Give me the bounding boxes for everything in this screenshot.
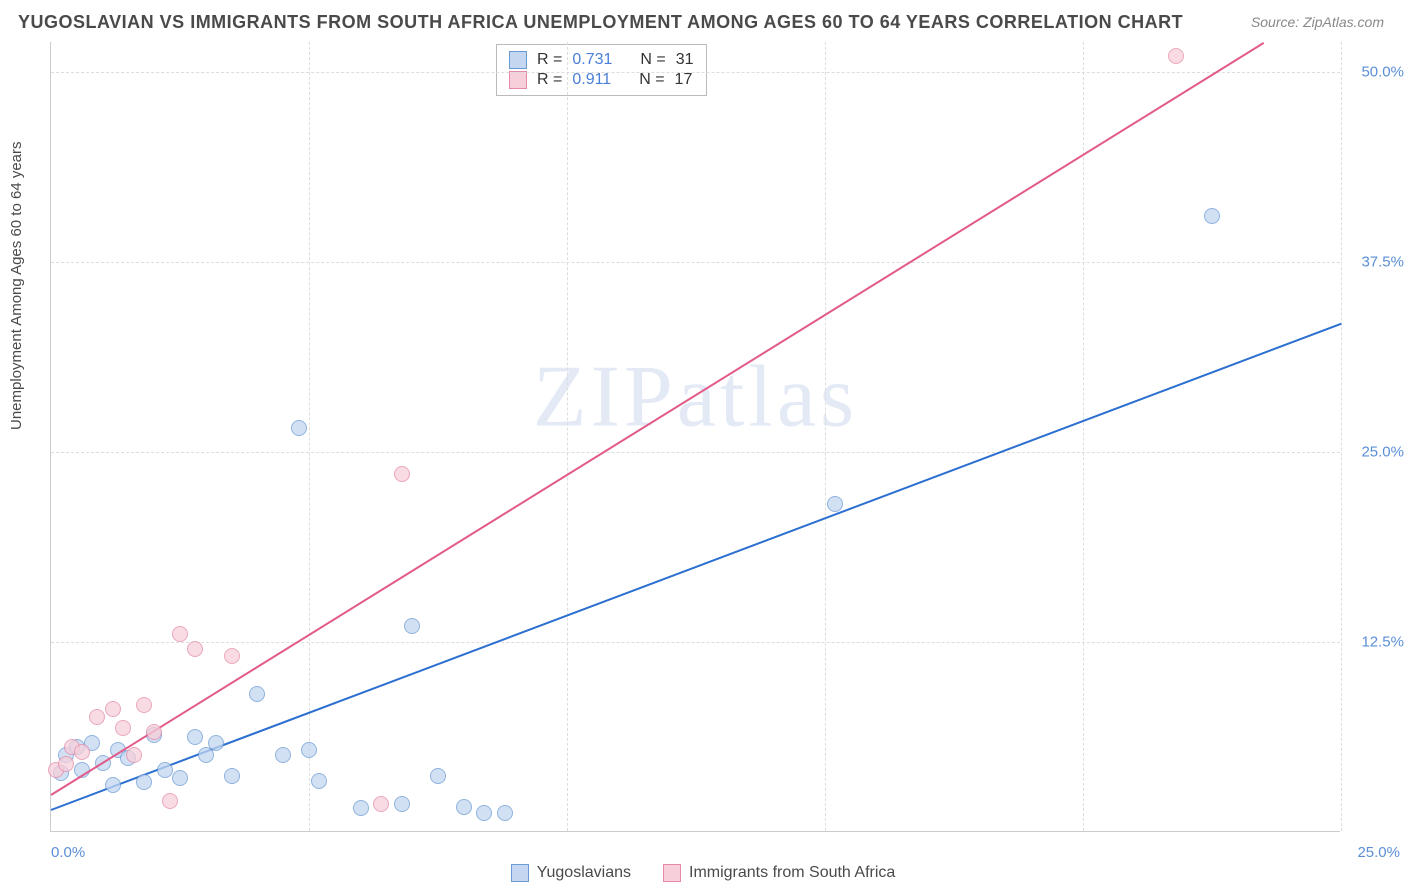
scatter-point-series-0 (827, 496, 843, 512)
scatter-point-series-0 (157, 762, 173, 778)
scatter-point-series-0 (456, 799, 472, 815)
scatter-point-series-1 (74, 744, 90, 760)
scatter-point-series-0 (353, 800, 369, 816)
scatter-point-series-0 (249, 686, 265, 702)
r-label-0: R = (537, 51, 562, 69)
gridline-h (51, 72, 1340, 73)
r-value-0: 0.731 (572, 51, 612, 69)
scatter-point-series-0 (275, 747, 291, 763)
scatter-point-series-1 (187, 641, 203, 657)
scatter-point-series-0 (136, 774, 152, 790)
scatter-point-series-1 (58, 756, 74, 772)
gridline-h (51, 262, 1340, 263)
watermark-atlas: atlas (677, 349, 858, 446)
scatter-point-series-0 (430, 768, 446, 784)
gridline-v (825, 42, 826, 831)
n-value-1: 17 (675, 71, 693, 89)
scatter-point-series-1 (373, 796, 389, 812)
x-tick-label-right: 25.0% (1357, 844, 1400, 861)
watermark-zip: ZIP (533, 349, 677, 446)
legend-swatch-0 (511, 864, 529, 882)
r-value-1: 0.911 (572, 71, 611, 89)
scatter-point-series-0 (1204, 208, 1220, 224)
y-tick-label: 12.5% (1361, 634, 1404, 651)
y-tick-label: 25.0% (1361, 444, 1404, 461)
scatter-point-series-1 (89, 709, 105, 725)
scatter-point-series-0 (172, 770, 188, 786)
scatter-point-series-0 (404, 618, 420, 634)
scatter-point-series-1 (146, 724, 162, 740)
scatter-point-series-0 (187, 729, 203, 745)
legend-item-1: Immigrants from South Africa (663, 864, 895, 882)
plot-area: ZIPatlas R = 0.731 N = 31 R = 0.911 N = … (50, 42, 1340, 832)
scatter-point-series-0 (301, 742, 317, 758)
n-label-0: N = (640, 51, 665, 69)
scatter-point-series-1 (115, 720, 131, 736)
gridline-v (1083, 42, 1084, 831)
bottom-legend: Yugoslavians Immigrants from South Afric… (0, 864, 1406, 882)
n-value-0: 31 (676, 51, 694, 69)
legend-item-0: Yugoslavians (511, 864, 631, 882)
source-value: ZipAtlas.com (1303, 14, 1384, 30)
scatter-point-series-0 (208, 735, 224, 751)
y-axis-label: Unemployment Among Ages 60 to 64 years (8, 141, 25, 430)
scatter-point-series-0 (311, 773, 327, 789)
scatter-point-series-1 (126, 747, 142, 763)
watermark: ZIPatlas (533, 347, 858, 448)
stat-row-series-0: R = 0.731 N = 31 (509, 50, 694, 70)
scatter-point-series-0 (105, 777, 121, 793)
gridline-v (567, 42, 568, 831)
x-tick-label-left: 0.0% (51, 844, 85, 861)
r-label-1: R = (537, 71, 562, 89)
n-label-1: N = (639, 71, 664, 89)
scatter-point-series-0 (224, 768, 240, 784)
chart-title: YUGOSLAVIAN VS IMMIGRANTS FROM SOUTH AFR… (18, 12, 1183, 33)
scatter-point-series-0 (497, 805, 513, 821)
scatter-point-series-1 (1168, 48, 1184, 64)
scatter-point-series-1 (394, 466, 410, 482)
gridline-h (51, 642, 1340, 643)
scatter-point-series-0 (476, 805, 492, 821)
scatter-point-series-0 (291, 420, 307, 436)
scatter-point-series-1 (172, 626, 188, 642)
scatter-point-series-0 (394, 796, 410, 812)
scatter-point-series-1 (136, 697, 152, 713)
source-attribution: Source: ZipAtlas.com (1251, 14, 1384, 30)
scatter-point-series-1 (105, 701, 121, 717)
swatch-series-0 (509, 51, 527, 69)
legend-label-0: Yugoslavians (537, 864, 631, 882)
gridline-h (51, 452, 1340, 453)
swatch-series-1 (509, 71, 527, 89)
scatter-point-series-1 (162, 793, 178, 809)
trend-line-series-0 (51, 323, 1342, 811)
legend-swatch-1 (663, 864, 681, 882)
y-tick-label: 50.0% (1361, 64, 1404, 81)
source-label: Source: (1251, 14, 1303, 30)
scatter-point-series-1 (224, 648, 240, 664)
gridline-v (1341, 42, 1342, 831)
legend-label-1: Immigrants from South Africa (689, 864, 895, 882)
stat-legend-box: R = 0.731 N = 31 R = 0.911 N = 17 (496, 44, 707, 96)
y-tick-label: 37.5% (1361, 254, 1404, 271)
